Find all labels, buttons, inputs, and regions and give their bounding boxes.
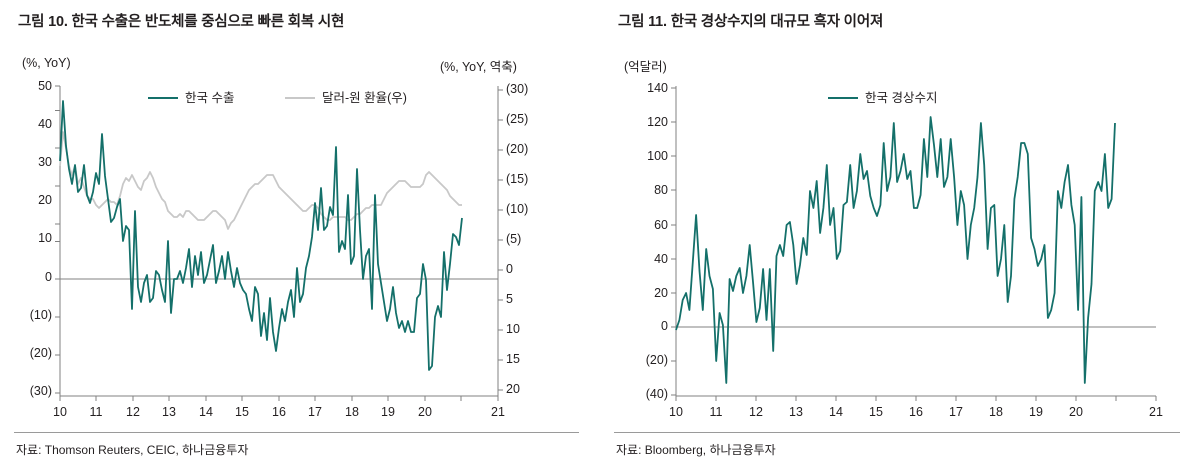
figure-10-xtick-21: 21 <box>491 405 505 419</box>
figure-11-xtick-15: 15 <box>869 405 883 419</box>
legend-swatch-current-account <box>828 97 858 100</box>
figure-10-ytick-n20: (20) <box>29 346 52 360</box>
figure-10-y2tick-n20: (20) <box>506 142 529 156</box>
figure-11-xtick-19: 19 <box>1029 405 1043 419</box>
figure-10-panel: 그림 10. 한국 수출은 반도체를 중심으로 빠른 회복 시현 (%, YoY… <box>0 0 600 457</box>
figure-10-left-axis-unit: (%, YoY) <box>22 56 71 70</box>
figure-10-ytick-n30: (30) <box>29 384 52 398</box>
figure-10-xtick-15: 15 <box>235 405 249 419</box>
figure-11-ytick-n40: (40) <box>645 387 668 401</box>
figure-10-ytick-30: 30 <box>38 155 52 169</box>
figure-10-ytick-50: 50 <box>38 79 52 93</box>
figure-11-ytick-0: 0 <box>661 319 668 333</box>
figure-11-xtick-12: 12 <box>749 405 763 419</box>
figure-11-ytick-100: 100 <box>647 149 668 163</box>
legend-swatch-usdkrw <box>285 97 315 100</box>
figure-10-xtick-17: 17 <box>308 405 322 419</box>
figure-11-xtick-21: 21 <box>1149 405 1163 419</box>
figure-11-xtick-18: 18 <box>989 405 1003 419</box>
figure-11-ytick-40: 40 <box>654 252 668 266</box>
figure-11-ytick-60: 60 <box>654 218 668 232</box>
figure-10-ytick-20: 20 <box>38 193 52 207</box>
figure-11-xtick-17: 17 <box>949 405 963 419</box>
figure-10-ytick-10: 10 <box>38 231 52 245</box>
figure-10-right-axis-unit: (%, YoY, 역축) <box>440 60 517 74</box>
figure-10-title: 그림 10. 한국 수출은 반도체를 중심으로 빠른 회복 시현 <box>18 14 345 30</box>
figure-10-legend-series-2: 달러-원 환율(우) <box>285 92 407 105</box>
figure-10-ytick-n10: (10) <box>29 308 52 322</box>
figure-11-panel: 그림 11. 한국 경상수지의 대규모 흑자 이어져 (억달러) 한국 경상수지 <box>600 0 1199 471</box>
figure-10-legend-series-1: 한국 수출 <box>148 92 234 105</box>
figure-10-y2tick-n15: (15) <box>506 172 529 186</box>
legend-label-korea-exports: 한국 수출 <box>185 91 235 105</box>
figure-10-ytick-40: 40 <box>38 117 52 131</box>
figure-11-series-current-account <box>675 116 1116 384</box>
figure-11-source: 자료: Bloomberg, 하나금융투자 <box>616 443 776 457</box>
figure-10-xtick-11: 11 <box>89 405 103 419</box>
figure-11-xtick-20: 20 <box>1069 405 1083 419</box>
figure-10-source: 자료: Thomson Reuters, CEIC, 하나금융투자 <box>16 443 249 457</box>
figure-11-xtick-10: 10 <box>669 405 683 419</box>
legend-label-current-account: 한국 경상수지 <box>865 91 938 105</box>
figure-10-y2tick-n5: (5) <box>506 232 522 246</box>
figure-11-left-axis-unit: (억달러) <box>624 60 667 74</box>
figure-10-xtick-12: 12 <box>126 405 140 419</box>
legend-label-usdkrw: 달러-원 환율(우) <box>322 91 407 105</box>
figure-11-ytick-n20: (20) <box>645 353 668 367</box>
legend-swatch-korea-exports <box>148 97 178 100</box>
figure-10-y2tick-n25: (25) <box>506 112 529 126</box>
figure-11-ytick-140: 140 <box>647 81 668 95</box>
figure-11-xtick-13: 13 <box>789 405 803 419</box>
figure-10-y2tick-20: 20 <box>506 382 520 396</box>
figure-10-series-korea-exports <box>59 100 463 371</box>
figure-11-xtick-14: 14 <box>829 405 843 419</box>
figure-11-plot <box>600 0 1199 430</box>
figure-10-xtick-18: 18 <box>345 405 359 419</box>
figure-10-xtick-16: 16 <box>272 405 286 419</box>
figure-10-series-usdkrw <box>59 131 462 230</box>
figure-11-ytick-80: 80 <box>654 183 668 197</box>
figure-11-xtick-16: 16 <box>909 405 923 419</box>
figure-11-svg <box>671 86 1157 401</box>
figure-10-y2tick-5: 5 <box>506 292 513 306</box>
figure-10-ytick-0: 0 <box>45 270 52 284</box>
figure-10-y2tick-0: 0 <box>506 262 513 276</box>
figure-11-xtick-11: 11 <box>709 405 723 419</box>
figure-10-xtick-20: 20 <box>418 405 432 419</box>
figure-10-svg <box>55 85 503 401</box>
figure-10-plot <box>0 0 600 430</box>
figure-10-xtick-13: 13 <box>162 405 176 419</box>
figure-11-source-rule <box>614 432 1180 433</box>
figure-11-legend-series-1: 한국 경상수지 <box>828 92 937 105</box>
figure-10-xtick-14: 14 <box>199 405 213 419</box>
figure-10-y2tick-15: 15 <box>506 352 520 366</box>
figure-11-ytick-120: 120 <box>647 115 668 129</box>
figure-10-y2tick-10: 10 <box>506 322 520 336</box>
figure-10-xtick-19: 19 <box>381 405 395 419</box>
figure-10-xtick-10: 10 <box>53 405 67 419</box>
figure-11-ytick-20: 20 <box>654 286 668 300</box>
figure-10-y2tick-n10: (10) <box>506 202 529 216</box>
figure-10-source-rule <box>14 432 579 433</box>
figure-11-title: 그림 11. 한국 경상수지의 대규모 흑자 이어져 <box>618 14 884 30</box>
figure-10-y2tick-n30: (30) <box>506 82 529 96</box>
